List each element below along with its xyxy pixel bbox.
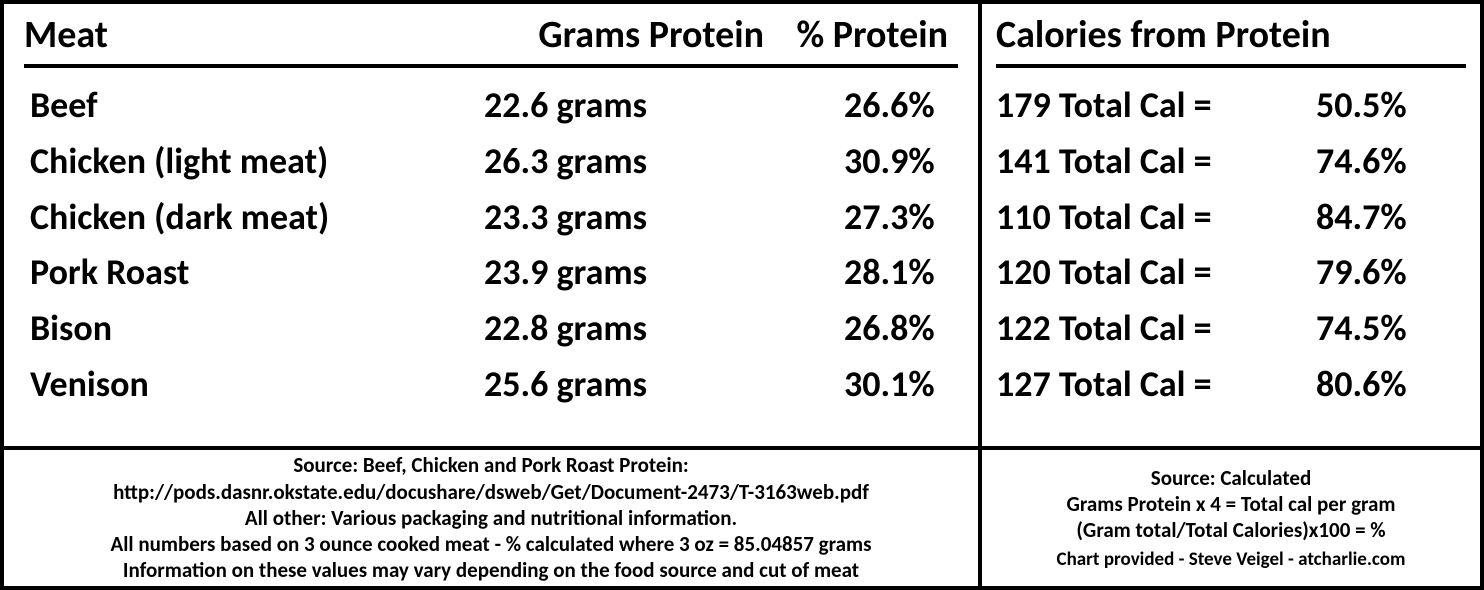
cell-cals: 110 Total Cal = bbox=[996, 190, 1316, 246]
header-grams: Grams Protein bbox=[444, 12, 764, 58]
cell-pct: 28.1% bbox=[764, 245, 958, 301]
right-panel: Calories from Protein 179 Total Cal = 50… bbox=[980, 0, 1484, 450]
footer-left: Source: Beef, Chicken and Pork Roast Pro… bbox=[0, 450, 980, 590]
cell-cals: 141 Total Cal = bbox=[996, 134, 1316, 190]
footer-line: All numbers based on 3 ounce cooked meat… bbox=[14, 531, 968, 557]
cell-cals: 127 Total Cal = bbox=[996, 357, 1316, 413]
right-header: Calories from Protein bbox=[996, 12, 1466, 68]
cell-meat: Bison bbox=[24, 301, 444, 357]
footer-line: (Gram total/Total Calories)x100 = % bbox=[988, 517, 1474, 543]
cell-cal-pct: 84.7% bbox=[1316, 190, 1466, 246]
footer-line: Information on these values may vary dep… bbox=[14, 557, 968, 583]
table-row: Pork Roast 23.9 grams 28.1% bbox=[24, 245, 958, 301]
top-row: Meat Grams Protein % Protein Beef 22.6 g… bbox=[0, 0, 1484, 450]
cell-cal-pct: 80.6% bbox=[1316, 357, 1466, 413]
footer-credit: Chart provided - Steve Veigel - atcharli… bbox=[988, 548, 1474, 572]
cell-meat: Beef bbox=[24, 78, 444, 134]
footer-line: http://pods.dasnr.okstate.edu/docushare/… bbox=[14, 479, 968, 505]
footer-line: Source: Calculated bbox=[988, 465, 1474, 491]
chart-container: Meat Grams Protein % Protein Beef 22.6 g… bbox=[0, 0, 1484, 590]
cell-meat: Venison bbox=[24, 357, 444, 413]
footer-right: Source: Calculated Grams Protein x 4 = T… bbox=[980, 450, 1484, 590]
cell-cals: 122 Total Cal = bbox=[996, 301, 1316, 357]
cell-cal-pct: 79.6% bbox=[1316, 245, 1466, 301]
table-row: 179 Total Cal = 50.5% bbox=[996, 78, 1466, 134]
cell-pct: 26.6% bbox=[764, 78, 958, 134]
table-row: 110 Total Cal = 84.7% bbox=[996, 190, 1466, 246]
cell-cal-pct: 74.6% bbox=[1316, 134, 1466, 190]
cell-grams: 23.9 grams bbox=[444, 245, 764, 301]
cell-cals: 120 Total Cal = bbox=[996, 245, 1316, 301]
cell-cal-pct: 74.5% bbox=[1316, 301, 1466, 357]
footer-row: Source: Beef, Chicken and Pork Roast Pro… bbox=[0, 450, 1484, 590]
cell-pct: 30.9% bbox=[764, 134, 958, 190]
cell-pct: 26.8% bbox=[764, 301, 958, 357]
cell-meat: Chicken (dark meat) bbox=[24, 190, 444, 246]
table-row: 120 Total Cal = 79.6% bbox=[996, 245, 1466, 301]
cell-meat: Chicken (light meat) bbox=[24, 134, 444, 190]
cell-grams: 26.3 grams bbox=[444, 134, 764, 190]
cell-pct: 27.3% bbox=[764, 190, 958, 246]
cell-grams: 25.6 grams bbox=[444, 357, 764, 413]
footer-line: All other: Various packaging and nutriti… bbox=[14, 505, 968, 531]
footer-line: Grams Protein x 4 = Total cal per gram bbox=[988, 491, 1474, 517]
header-pct: % Protein bbox=[764, 12, 958, 58]
cell-meat: Pork Roast bbox=[24, 245, 444, 301]
cell-pct: 30.1% bbox=[764, 357, 958, 413]
table-row: Chicken (dark meat) 23.3 grams 27.3% bbox=[24, 190, 958, 246]
left-panel: Meat Grams Protein % Protein Beef 22.6 g… bbox=[0, 0, 980, 450]
table-row: 127 Total Cal = 80.6% bbox=[996, 357, 1466, 413]
table-row: Venison 25.6 grams 30.1% bbox=[24, 357, 958, 413]
cell-grams: 23.3 grams bbox=[444, 190, 764, 246]
table-row: 122 Total Cal = 74.5% bbox=[996, 301, 1466, 357]
left-header-row: Meat Grams Protein % Protein bbox=[24, 12, 958, 68]
table-row: Bison 22.8 grams 26.8% bbox=[24, 301, 958, 357]
cell-cal-pct: 50.5% bbox=[1316, 78, 1466, 134]
table-row: Chicken (light meat) 26.3 grams 30.9% bbox=[24, 134, 958, 190]
cell-grams: 22.6 grams bbox=[444, 78, 764, 134]
table-row: Beef 22.6 grams 26.6% bbox=[24, 78, 958, 134]
table-row: 141 Total Cal = 74.6% bbox=[996, 134, 1466, 190]
cell-grams: 22.8 grams bbox=[444, 301, 764, 357]
cell-cals: 179 Total Cal = bbox=[996, 78, 1316, 134]
footer-line: Source: Beef, Chicken and Pork Roast Pro… bbox=[14, 452, 968, 478]
header-meat: Meat bbox=[24, 12, 444, 58]
